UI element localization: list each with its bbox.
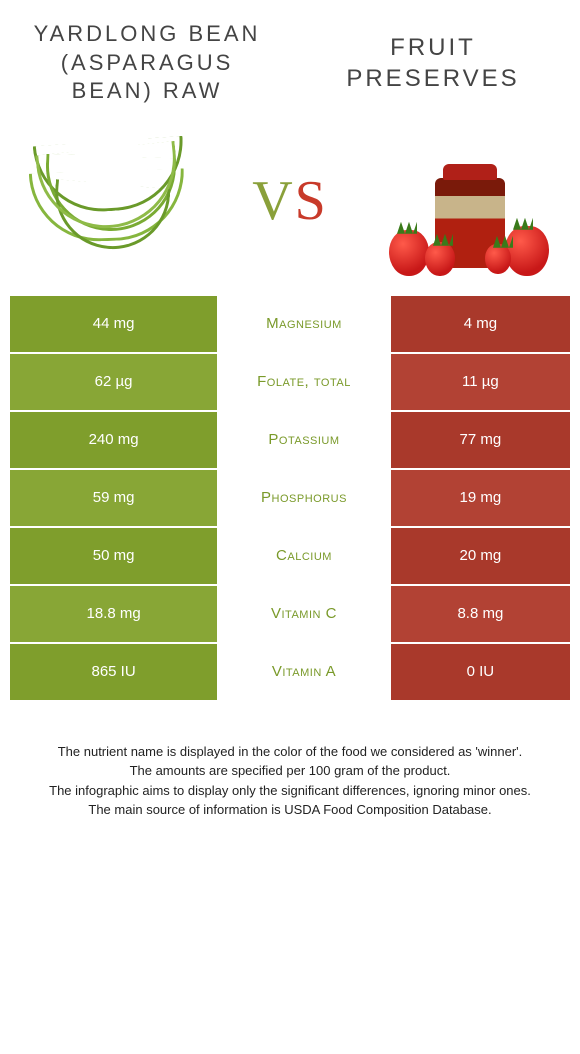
table-row: 865 IUVitamin A0 IU	[10, 644, 570, 700]
value-right: 11 µg	[391, 354, 570, 410]
food-image-right	[380, 126, 560, 276]
nutrient-name: Phosphorus	[217, 470, 391, 526]
value-left: 240 mg	[10, 412, 217, 468]
footer-line: The infographic aims to display only the…	[24, 781, 556, 801]
food-image-left	[20, 126, 200, 276]
table-row: 62 µgFolate, total11 µg	[10, 354, 570, 410]
value-right: 4 mg	[391, 296, 570, 352]
table-row: 50 mgCalcium20 mg	[10, 528, 570, 584]
nutrient-name: Folate, total	[217, 354, 391, 410]
value-right: 20 mg	[391, 528, 570, 584]
vs-label: VS	[252, 169, 328, 233]
vs-v: V	[252, 170, 294, 232]
value-left: 59 mg	[10, 470, 217, 526]
images-row: VS	[0, 116, 580, 296]
value-right: 8.8 mg	[391, 586, 570, 642]
footer-line: The main source of information is USDA F…	[24, 800, 556, 820]
food-title-left: YARDLONG BEAN (ASPARAGUS BEAN) RAW	[30, 20, 264, 106]
table-row: 240 mgPotassium77 mg	[10, 412, 570, 468]
header: YARDLONG BEAN (ASPARAGUS BEAN) RAW FRUIT…	[0, 0, 580, 116]
beans-icon	[25, 136, 195, 266]
value-left: 18.8 mg	[10, 586, 217, 642]
nutrient-name: Calcium	[217, 528, 391, 584]
footer-notes: The nutrient name is displayed in the co…	[0, 702, 580, 820]
table-row: 59 mgPhosphorus19 mg	[10, 470, 570, 526]
table-row: 18.8 mgVitamin C8.8 mg	[10, 586, 570, 642]
footer-line: The amounts are specified per 100 gram o…	[24, 761, 556, 781]
nutrient-name: Potassium	[217, 412, 391, 468]
value-left: 50 mg	[10, 528, 217, 584]
value-left: 865 IU	[10, 644, 217, 700]
footer-line: The nutrient name is displayed in the co…	[24, 742, 556, 762]
value-right: 0 IU	[391, 644, 570, 700]
nutrient-name: Magnesium	[217, 296, 391, 352]
vs-s: S	[295, 170, 328, 232]
nutrient-name: Vitamin A	[217, 644, 391, 700]
value-left: 44 mg	[10, 296, 217, 352]
food-title-right: FRUIT PRESERVES	[316, 32, 550, 94]
nutrient-name: Vitamin C	[217, 586, 391, 642]
preserves-icon	[385, 126, 555, 276]
nutrient-table: 44 mgMagnesium4 mg62 µgFolate, total11 µ…	[0, 296, 580, 700]
value-left: 62 µg	[10, 354, 217, 410]
value-right: 77 mg	[391, 412, 570, 468]
table-row: 44 mgMagnesium4 mg	[10, 296, 570, 352]
value-right: 19 mg	[391, 470, 570, 526]
